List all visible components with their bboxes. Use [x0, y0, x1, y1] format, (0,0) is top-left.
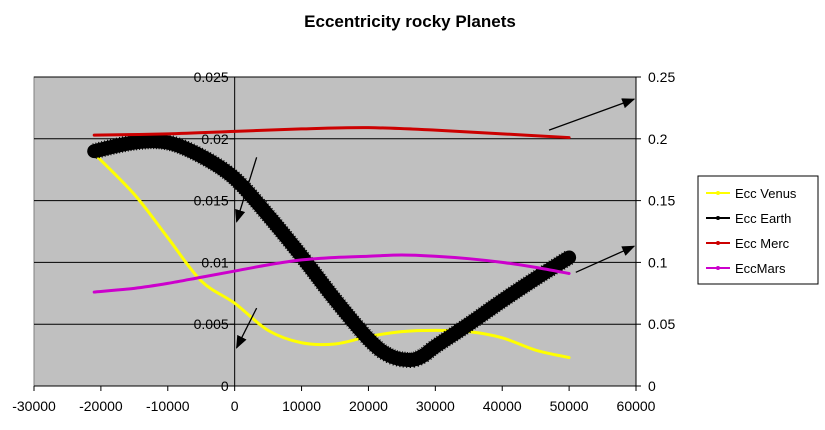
- x-tick-label: -30000: [12, 398, 56, 414]
- x-tick-label: 10000: [282, 398, 321, 414]
- x-tick-label: -10000: [146, 398, 190, 414]
- x-axis-ticks: -30000 -20000 -10000 0 10000 20000 30000 40000 5…: [12, 386, 656, 414]
- left-tick-label: 0.01: [201, 254, 228, 270]
- legend: Ecc Venus Ecc Earth Ecc Merc EccMars: [697, 175, 819, 285]
- x-tick-label: 20000: [349, 398, 388, 414]
- right-tick-label: 0.15: [648, 193, 675, 209]
- legend-label: Ecc Merc: [735, 236, 790, 251]
- right-tick-label: 0: [648, 378, 656, 394]
- legend-marker: [716, 266, 720, 270]
- annotation-arrow: [575, 245, 636, 273]
- x-tick-label: 0: [231, 398, 239, 414]
- legend-marker: [716, 191, 720, 195]
- right-tick-label: 0.2: [648, 131, 668, 147]
- x-tick-label: 40000: [483, 398, 522, 414]
- annotation-arrow: [235, 157, 258, 223]
- series-lines: [87, 126, 577, 369]
- series-ecc-merc: [92, 126, 571, 140]
- annotation-arrow: [548, 98, 636, 131]
- right-tick-label: 0.1: [648, 254, 668, 270]
- left-tick-label: 0.015: [194, 193, 229, 209]
- left-tick-label: 0.025: [194, 69, 229, 85]
- series-eccmars: [92, 253, 571, 294]
- legend-label: Ecc Earth: [735, 211, 791, 226]
- annotation-arrows: [235, 98, 636, 349]
- x-tick-label: 60000: [617, 398, 656, 414]
- legend-label: EccMars: [735, 261, 786, 276]
- x-tick-label: 30000: [416, 398, 455, 414]
- x-tick-label: -20000: [79, 398, 123, 414]
- annotation-arrow: [236, 307, 258, 349]
- left-tick-label: 0: [221, 378, 229, 394]
- left-axis-ticks: 0 0.005 0.01 0.015 0.02 0.025: [194, 69, 235, 394]
- series-ecc-earth-jitter: [92, 133, 574, 369]
- legend-label: Ecc Venus: [735, 186, 797, 201]
- axes: [34, 77, 637, 387]
- legend-marker: [716, 241, 720, 245]
- series-ecc-venus: [92, 152, 571, 360]
- right-tick-label: 0.25: [648, 69, 675, 85]
- right-tick-label: 0.05: [648, 316, 675, 332]
- chart-title: Eccentricity rocky Planets: [304, 12, 516, 31]
- x-tick-label: 50000: [550, 398, 589, 414]
- right-axis-ticks: 0 0.05 0.1 0.15 0.2 0.25: [636, 69, 675, 394]
- plot-area: [33, 76, 637, 387]
- left-tick-label: 0.02: [201, 131, 228, 147]
- left-tick-label: 0.005: [194, 316, 229, 332]
- legend-marker: [716, 216, 720, 220]
